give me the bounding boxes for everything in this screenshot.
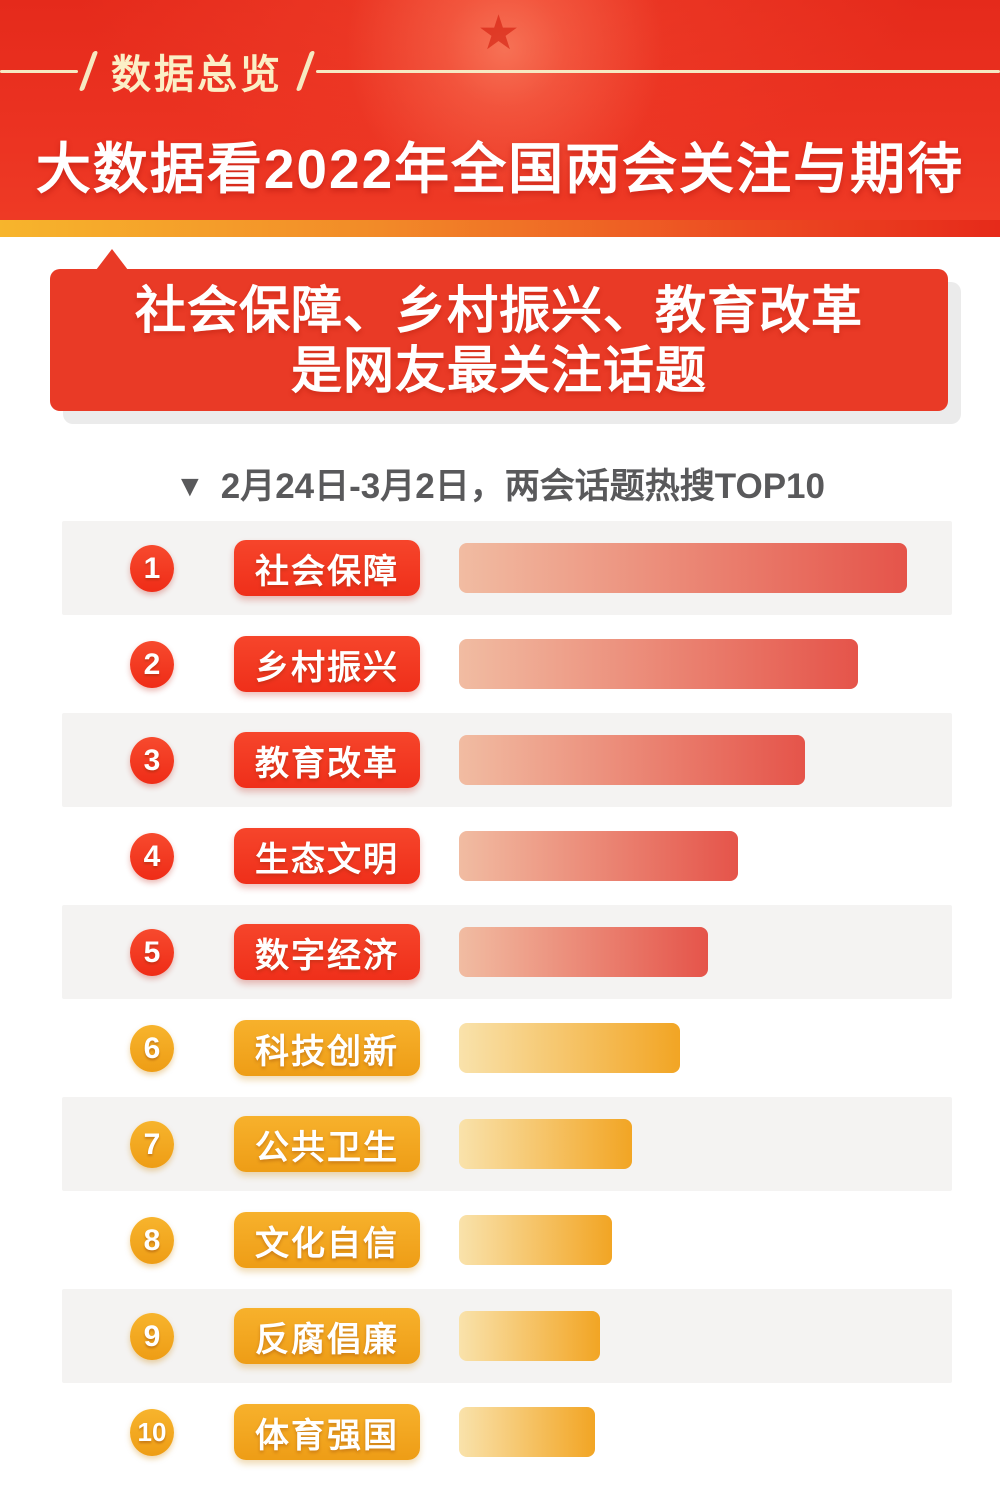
rank-badge: 3 [130, 737, 174, 784]
callout-line-2: 是网友最关注话题 [290, 342, 707, 399]
heat-bar [459, 1119, 632, 1169]
rank-badge: 10 [130, 1409, 174, 1456]
topic-pill: 生态文明 [234, 828, 420, 884]
rank-badge: 5 [130, 929, 174, 976]
key-finding-callout: 社会保障、乡村振兴、教育改革 是网友最关注话题 [50, 249, 948, 411]
rank-badge: 9 [130, 1313, 174, 1360]
rank-badge: 8 [130, 1217, 174, 1264]
chart-row: 4 生态文明 [0, 808, 1000, 904]
header-banner: ★ 数据总览 大数据看2022年全国两会关注与期待 [0, 0, 1000, 220]
rank-badge: 2 [130, 641, 174, 688]
topic-pill: 数字经济 [234, 924, 420, 980]
heat-bar [459, 543, 907, 593]
chart-row: 6 科技创新 [0, 1000, 1000, 1096]
top10-bar-chart: 1 社会保障 2 乡村振兴 3 教育改革 4 生态文明 5 数字经济 6 科技创… [0, 520, 1000, 1480]
star-icon: ★ [477, 7, 521, 60]
heat-bar [459, 1311, 600, 1361]
rank-badge: 7 [130, 1121, 174, 1168]
rank-badge: 1 [130, 545, 174, 592]
chart-row: 1 社会保障 [0, 520, 1000, 616]
heat-bar [459, 639, 858, 689]
heat-bar [459, 927, 708, 977]
chart-row: 8 文化自信 [0, 1192, 1000, 1288]
tagline-rule-right [316, 69, 1000, 73]
chart-row: 7 公共卫生 [0, 1096, 1000, 1192]
chart-title-text: 2月24日-3月2日，两会话题热搜TOP10 [220, 467, 825, 506]
callout-line-1: 社会保障、乡村振兴、教育改革 [134, 282, 863, 339]
tagline-rule-left [0, 69, 78, 73]
topic-pill: 社会保障 [234, 540, 420, 596]
chart-row: 5 数字经济 [0, 904, 1000, 1000]
chart-row: 3 教育改革 [0, 712, 1000, 808]
rank-badge: 6 [130, 1025, 174, 1072]
topic-pill: 公共卫生 [234, 1116, 420, 1172]
heat-bar [459, 1023, 680, 1073]
rank-badge: 4 [130, 833, 174, 880]
heat-bar [459, 1407, 595, 1457]
heat-bar [459, 1215, 612, 1265]
chart-title: ▼ 2月24日-3月2日，两会话题热搜TOP10 [0, 458, 1000, 509]
slash-icon [295, 51, 316, 91]
topic-pill: 乡村振兴 [234, 636, 420, 692]
topic-pill: 教育改革 [234, 732, 420, 788]
topic-pill: 体育强国 [234, 1404, 420, 1460]
section-tag: 数据总览 [111, 53, 283, 97]
heat-bar [459, 831, 738, 881]
header-tagline: 数据总览 [0, 47, 1000, 97]
chart-row: 10 体育强国 [0, 1384, 1000, 1480]
topic-pill: 反腐倡廉 [234, 1308, 420, 1364]
slash-icon [78, 51, 99, 91]
header-gradient-strip [0, 220, 1000, 237]
chart-row: 2 乡村振兴 [0, 616, 1000, 712]
topic-pill: 科技创新 [234, 1020, 420, 1076]
page-title: 大数据看2022年全国两会关注与期待 [35, 138, 965, 200]
heat-bar [459, 735, 805, 785]
topic-pill: 文化自信 [234, 1212, 420, 1268]
triangle-down-icon: ▼ [175, 470, 205, 503]
chart-row: 9 反腐倡廉 [0, 1288, 1000, 1384]
